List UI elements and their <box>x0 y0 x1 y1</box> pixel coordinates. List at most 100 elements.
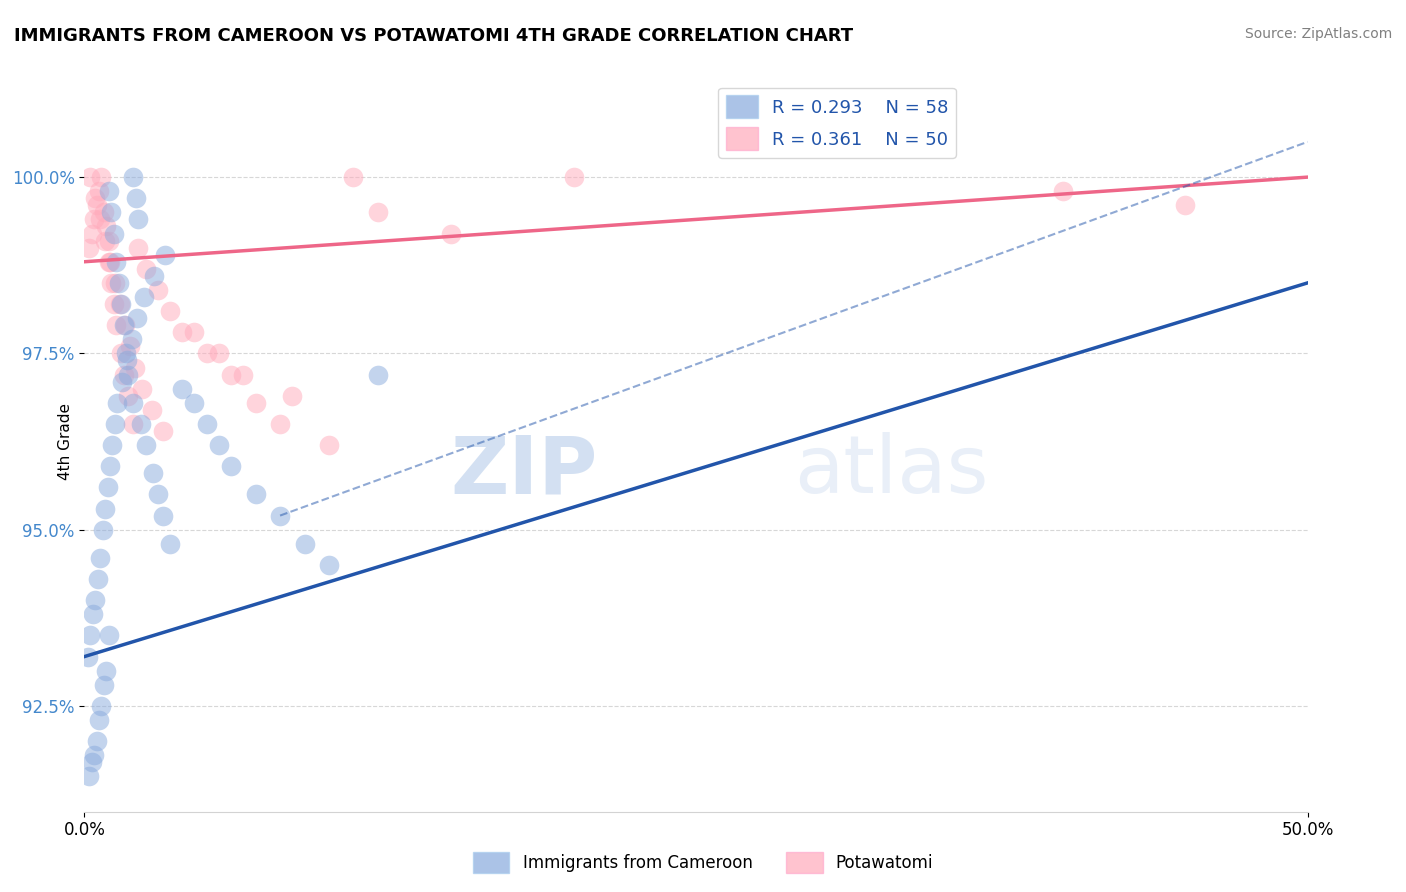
Point <box>112 368 135 382</box>
Point <box>100 205 122 219</box>
Point <box>294 537 316 551</box>
Point <box>104 417 127 431</box>
Point <box>77 649 100 664</box>
Point <box>84 191 107 205</box>
Point <box>98 254 121 268</box>
Point <box>125 311 148 326</box>
Point <box>115 346 138 360</box>
Point <box>94 501 117 516</box>
Point <box>159 537 181 551</box>
Point <box>107 276 129 290</box>
Point <box>121 332 143 346</box>
Point <box>152 424 174 438</box>
Point <box>97 234 120 248</box>
Point <box>195 417 218 431</box>
Text: IMMIGRANTS FROM CAMEROON VS POTAWATOMI 4TH GRADE CORRELATION CHART: IMMIGRANTS FROM CAMEROON VS POTAWATOMI 4… <box>14 27 853 45</box>
Point <box>318 558 340 572</box>
Point <box>562 170 585 185</box>
Point <box>342 170 364 185</box>
Point <box>208 346 231 360</box>
Point <box>94 234 117 248</box>
Point <box>97 254 120 268</box>
Point <box>111 375 134 389</box>
Point <box>97 480 120 494</box>
Point <box>86 198 108 212</box>
Point <box>118 339 141 353</box>
Point <box>143 268 166 283</box>
Point <box>122 396 145 410</box>
Text: atlas: atlas <box>794 432 988 510</box>
Y-axis label: 4th Grade: 4th Grade <box>58 403 73 480</box>
Point <box>159 304 181 318</box>
Point <box>96 664 118 678</box>
Point <box>83 748 105 763</box>
Point <box>89 212 111 227</box>
Point <box>96 219 118 234</box>
Point <box>115 353 138 368</box>
Point <box>89 550 111 565</box>
Point <box>1052 184 1074 198</box>
Point <box>127 212 149 227</box>
Point <box>77 769 100 783</box>
Point <box>146 283 169 297</box>
Point <box>141 402 163 417</box>
Point <box>440 227 463 241</box>
Point <box>117 368 139 382</box>
Point <box>152 508 174 523</box>
Point <box>219 368 242 382</box>
Point <box>90 698 112 713</box>
Point <box>87 713 110 727</box>
Point <box>127 241 149 255</box>
Point <box>208 438 231 452</box>
Point <box>183 325 205 339</box>
Point <box>318 438 340 452</box>
Point <box>172 325 194 339</box>
Text: Source: ZipAtlas.com: Source: ZipAtlas.com <box>1244 27 1392 41</box>
Point <box>103 297 125 311</box>
Point <box>110 297 132 311</box>
Point <box>135 438 157 452</box>
Point <box>281 389 304 403</box>
Legend: R = 0.293    N = 58, R = 0.361    N = 50: R = 0.293 N = 58, R = 0.361 N = 50 <box>718 87 956 158</box>
Point <box>122 170 145 185</box>
Point <box>98 459 121 474</box>
Point <box>134 290 156 304</box>
Point <box>195 346 218 360</box>
Point <box>1174 198 1197 212</box>
Point <box>86 734 108 748</box>
Point <box>245 487 267 501</box>
Point <box>80 756 103 770</box>
Point <box>90 170 112 185</box>
Point <box>79 170 101 185</box>
Point <box>77 241 100 255</box>
Point <box>108 297 131 311</box>
Point <box>80 227 103 241</box>
Text: ZIP: ZIP <box>451 432 598 510</box>
Point <box>112 318 135 333</box>
Point <box>79 628 101 642</box>
Point <box>87 184 110 198</box>
Point <box>105 396 128 410</box>
Point <box>91 523 114 537</box>
Point <box>110 346 132 360</box>
Point <box>269 417 291 431</box>
Point <box>105 318 128 333</box>
Point <box>124 360 146 375</box>
Point <box>367 368 389 382</box>
Point <box>153 248 176 262</box>
Point <box>245 396 267 410</box>
Point <box>131 382 153 396</box>
Point <box>117 389 139 403</box>
Point <box>105 254 128 268</box>
Point <box>87 572 110 586</box>
Point <box>367 205 389 219</box>
Point <box>97 184 120 198</box>
Point <box>100 276 122 290</box>
Point <box>122 417 145 431</box>
Point <box>183 396 205 410</box>
Point <box>172 382 194 396</box>
Point <box>93 678 115 692</box>
Point <box>83 212 105 227</box>
Point <box>97 628 120 642</box>
Point <box>269 508 291 523</box>
